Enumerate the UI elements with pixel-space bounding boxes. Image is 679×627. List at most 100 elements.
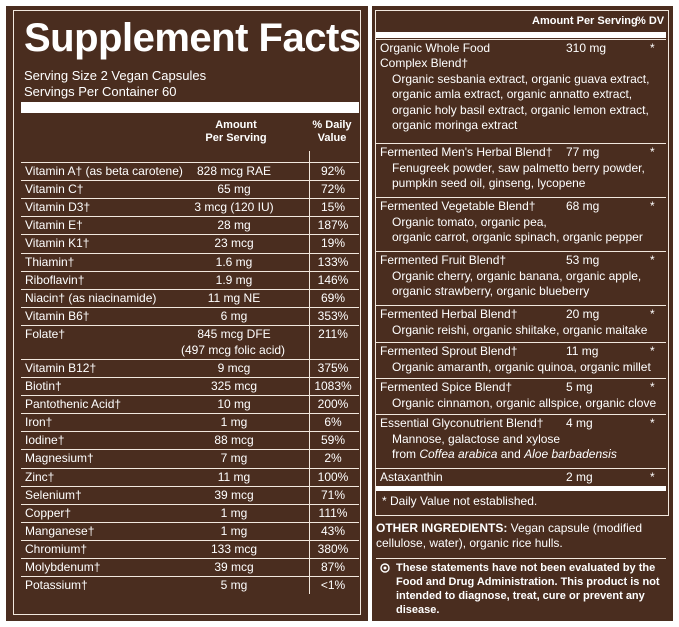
nutrient-amount: 133 mcg — [210, 541, 258, 556]
blend-amount: 68 mg — [566, 199, 600, 213]
blend-name: Fermented Vegetable Blend† — [380, 199, 536, 213]
blend-name: Fermented Fruit Blend† — [380, 253, 507, 267]
nutrient-row: Riboflavin† 1.9 mg 146% — [21, 270, 359, 290]
right-frame — [375, 10, 669, 516]
blend-name: Essential Glyconutrient Blend† — [380, 416, 544, 430]
blend-amount: 20 mg — [566, 307, 600, 321]
nutrient-row: Magnesium† 7 mg 2% — [21, 449, 359, 468]
nutrient-name: Magnesium† — [25, 451, 94, 466]
dv-header-line2: Value — [317, 132, 347, 144]
blend-amount: 11 mg — [566, 344, 599, 358]
blend-dv-marker: * — [650, 145, 655, 159]
blend-ingredients: Organic tomato, organic pea, — [392, 215, 547, 229]
blend-ingredients: Organic amaranth, organic quinoa, organi… — [392, 360, 651, 374]
serving-size: Serving Size 2 Vegan Capsules — [24, 68, 207, 83]
nutrient-dv: 6% — [324, 415, 342, 430]
nutrient-amount: 1 mg — [220, 415, 248, 430]
nutrient-amount: 3 mcg (120 IU) — [194, 200, 274, 215]
nutrient-amount: 5 mg — [220, 578, 248, 593]
other-ingredients-label: OTHER INGREDIENTS: — [376, 521, 508, 535]
species-name: Aloe barbadensis — [524, 447, 617, 462]
disclaimer-bullet-icon — [380, 563, 390, 577]
source-text: from — [392, 447, 420, 462]
nutrient-dv: 2% — [324, 451, 342, 466]
nutrient-dv: <1% — [320, 578, 346, 593]
nutrient-name: Folate† — [25, 326, 66, 341]
nutrient-amount: 23 mcg — [214, 236, 254, 251]
nutrient-amount-secondary: (497 mcg folic acid) — [181, 342, 286, 357]
blend-amount: 77 mg — [566, 145, 600, 159]
other-ingredients: OTHER INGREDIENTS: Vegan capsule (modifi… — [376, 521, 666, 551]
nutrient-dv: 1083% — [314, 379, 352, 393]
amount-header: Amount Per Serving — [196, 119, 276, 145]
nutrient-name: Thiamin† — [25, 254, 75, 269]
blend-amount: 4 mg — [566, 416, 593, 430]
blend-dv-marker: * — [650, 199, 655, 213]
blend-row: Organic Whole Food Complex Blend† 310 mg * O… — [376, 39, 666, 144]
blend-dv-marker: * — [650, 380, 655, 394]
blend-dv-marker: * — [650, 470, 655, 484]
nutrient-row: Selenium† 39 mcg 71% — [21, 485, 359, 505]
nutrient-row: Pantothenic Acid† 10 mg 200% — [21, 395, 359, 414]
nutrient-name: Vitamin K1† — [25, 236, 90, 251]
blend-row: Fermented Herbal Blend† 20 mg * Organic rei… — [376, 305, 666, 343]
blend-name-line2: Complex Blend† — [380, 56, 469, 70]
nutrient-amount: 39 mcg — [214, 487, 254, 502]
blend-row: Fermented Vegetable Blend† 68 mg * Organic … — [376, 197, 666, 252]
blend-row: Astaxanthin 2 mg * — [376, 468, 666, 488]
nutrient-row: Vitamin E† 28 mg 187% — [21, 216, 359, 235]
blend-row: Fermented Sprout Blend† 11 mg * Organic ama… — [376, 342, 666, 379]
page-title: Supplement Facts — [24, 16, 361, 60]
nutrient-row: Biotin† 325 mcg 1083% — [21, 377, 359, 396]
nutrient-name: Vitamin E† — [25, 218, 83, 233]
nutrient-name: Pantothenic Acid† — [25, 397, 122, 412]
right-panel: Amount Per Serving % DV Organic Whole Fo… — [372, 6, 673, 621]
blend-row: Fermented Fruit Blend† 53 mg * Organic cher… — [376, 251, 666, 306]
nutrient-dv: 87% — [320, 560, 346, 574]
nutrient-dv: 71% — [320, 487, 346, 502]
column-divider — [309, 151, 310, 594]
blend-name: Astaxanthin — [380, 470, 443, 484]
nutrient-name: Molybdenum† — [25, 560, 101, 574]
nutrient-row: Niacin† (as niacinamide) 11 mg NE 69% — [21, 288, 359, 308]
nutrient-dv: 353% — [317, 308, 349, 323]
nutrient-row: Chromium† 133 mcg 380% — [21, 539, 359, 559]
blend-amount: 2 mg — [566, 470, 593, 484]
blend-ingredients: Organic sesbania extract, organic guava … — [392, 72, 650, 86]
blend-ingredients: organic holy basil extract, organic lemo… — [392, 102, 649, 117]
blend-ingredients: Mannose, galactose and xylose — [392, 432, 561, 446]
blend-ingredients: organic amla extract, organic annatto ex… — [392, 87, 633, 102]
blend-ingredients: Organic cinnamon, organic allspice, orga… — [392, 396, 657, 410]
right-bottom-divider — [376, 486, 666, 491]
blend-name: Fermented Spice Blend† — [380, 380, 513, 394]
blend-amount: 53 mg — [566, 253, 600, 267]
nutrient-amount: 325 mcg — [210, 379, 258, 393]
blend-dv-marker: * — [650, 253, 655, 267]
blend-name: Fermented Men's Herbal Blend† — [380, 145, 553, 159]
nutrient-dv: 380% — [317, 541, 349, 556]
nutrient-amount: 9 mcg — [217, 360, 251, 375]
dv-header: % Daily Value — [304, 119, 360, 145]
dv-header-line1: % Daily — [312, 119, 352, 131]
blend-name: Organic Whole Food — [380, 41, 491, 55]
blend-amount: 5 mg — [566, 380, 593, 394]
nutrient-dv: 92% — [320, 164, 346, 178]
nutrient-name: Vitamin B12† — [25, 360, 97, 375]
blend-ingredients: Organic cherry, organic banana, organic … — [392, 269, 642, 283]
nutrient-name: Iron† — [25, 415, 53, 430]
nutrient-amount: 7 mg — [220, 451, 248, 466]
nutrient-row: Folate† 845 mcg DFE (497 mcg folic acid) 21… — [21, 324, 359, 360]
nutrient-amount: 11 mg — [217, 469, 251, 484]
nutrient-amount: 11 mg NE — [207, 290, 261, 305]
nutrient-amount: 65 mg — [217, 182, 251, 197]
left-frame — [13, 10, 361, 615]
nutrient-dv: 146% — [317, 272, 349, 287]
nutrient-row: Manganese† 1 mg 43% — [21, 521, 359, 541]
nutrient-dv: 15% — [320, 200, 346, 215]
blend-dv-marker: * — [650, 416, 655, 430]
nutrient-row: Vitamin D3† 3 mcg (120 IU) 15% — [21, 198, 359, 217]
nutrient-name: Selenium† — [25, 487, 82, 502]
blend-amount: 310 mg — [566, 41, 607, 55]
nutrient-row: Iron† 1 mg 6% — [21, 413, 359, 432]
blend-name: Fermented Herbal Blend† — [380, 307, 518, 321]
